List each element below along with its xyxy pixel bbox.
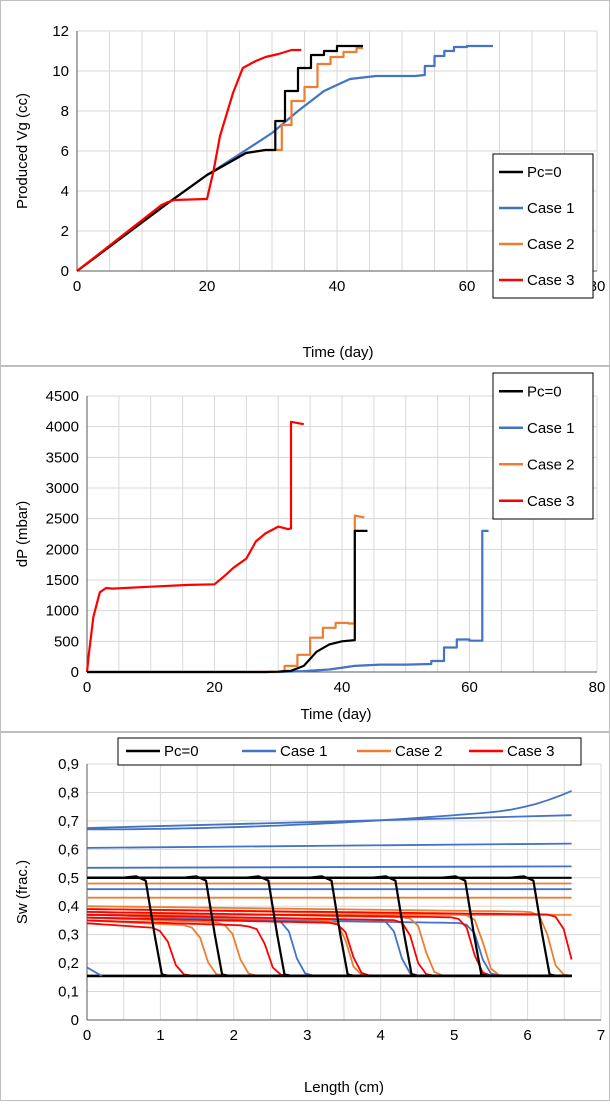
y-tick-label: 12 <box>52 23 69 40</box>
y-tick-label: 0,7 <box>58 813 79 830</box>
legend-label: Case 1 <box>527 420 575 437</box>
legend-label: Case 1 <box>280 743 328 760</box>
chart-panel-pressure-drop: 0 500 1000 1500 2000 2500 3000 3500 4000 4500 0 20 4… <box>0 366 610 732</box>
chart-panel-water-saturation: 0 0,1 0,2 0,3 0,4 0,5 0,6 0,7 0,8 0,9 0 1 2 3 4 5 6 7 Leng… <box>0 732 610 1101</box>
x-tick-label: 20 <box>206 679 223 696</box>
profile-case-2 <box>86 905 572 977</box>
series-line-case-3 <box>76 48 302 272</box>
legend-label: Case 3 <box>527 272 575 289</box>
y-tick-label: 0 <box>71 1012 79 1029</box>
y-tick-label: 0,2 <box>58 955 79 972</box>
y-tick-label: 2500 <box>46 511 79 528</box>
series-line-pc-0 <box>87 529 368 674</box>
y-tick-label: 4 <box>61 183 69 200</box>
y-tick-label: 0,3 <box>58 927 79 944</box>
y-tick-label: 0,4 <box>58 898 79 915</box>
profile-pc-0 <box>87 875 572 977</box>
x-tick-label: 80 <box>589 679 606 696</box>
x-tick-label: 2 <box>230 1027 238 1044</box>
x-tick-label: 0 <box>83 1027 91 1044</box>
profile-case-1 <box>86 966 103 977</box>
legend-label: Pc=0 <box>527 383 562 400</box>
profile-case-1 <box>86 865 572 869</box>
legend-box <box>492 372 594 520</box>
x-tick-label: 3 <box>303 1027 311 1044</box>
legend-box <box>117 737 582 766</box>
profile-case-3 <box>86 908 573 960</box>
y-tick-label: 0 <box>71 664 79 681</box>
series-line-case-1 <box>76 44 493 272</box>
legend-label: Pc=0 <box>164 743 199 760</box>
y-tick-label: 3000 <box>46 480 79 497</box>
x-tick-label: 40 <box>329 278 346 295</box>
y-axis-title: dP (mbar) <box>14 501 31 567</box>
x-tick-label: 20 <box>199 278 216 295</box>
y-tick-label: 0,6 <box>58 841 79 858</box>
x-tick-label: 4 <box>377 1027 385 1044</box>
legend-label: Case 3 <box>527 493 575 510</box>
y-tick-label: 4500 <box>46 388 79 405</box>
y-tick-label: 4000 <box>46 419 79 436</box>
y-tick-label: 8 <box>61 103 69 120</box>
x-tick-label: 5 <box>450 1027 458 1044</box>
y-tick-label: 0,1 <box>58 984 79 1001</box>
y-tick-label: 2000 <box>46 541 79 558</box>
legend-label: Pc=0 <box>527 164 562 181</box>
y-tick-label: 0,9 <box>58 756 79 773</box>
y-tick-label: 500 <box>54 633 79 650</box>
x-tick-label: 6 <box>523 1027 531 1044</box>
y-tick-label: 0,5 <box>58 870 79 887</box>
x-tick-label: 60 <box>461 679 478 696</box>
legend-label: Case 2 <box>395 743 443 760</box>
y-tick-label: 3500 <box>46 449 79 466</box>
legend-label: Case 1 <box>527 200 575 217</box>
y-tick-label: 2 <box>61 223 69 240</box>
series-line-pc-0 <box>76 44 363 272</box>
series-line-case-1 <box>87 529 489 674</box>
x-tick-label: 0 <box>73 278 81 295</box>
y-tick-label: 0,8 <box>58 784 79 801</box>
x-axis-title: Time (day) <box>302 344 373 361</box>
legend-box <box>492 153 594 299</box>
y-tick-label: 10 <box>52 63 69 80</box>
x-axis-title: Time (day) <box>300 706 371 723</box>
legend-label: Case 3 <box>507 743 555 760</box>
y-tick-label: 1500 <box>46 572 79 589</box>
profile-case-1 <box>86 842 572 849</box>
water-saturation-chart: 0 0,1 0,2 0,3 0,4 0,5 0,6 0,7 0,8 0,9 0 1 2 3 4 5 6 7 Leng… <box>14 737 605 1096</box>
profile-case-1 <box>86 814 572 829</box>
x-tick-label: 7 <box>597 1027 605 1044</box>
x-tick-label: 1 <box>156 1027 164 1044</box>
legend-label: Case 2 <box>527 456 575 473</box>
y-tick-label: 6 <box>61 143 69 160</box>
x-tick-label: 60 <box>459 278 476 295</box>
profile-case-1 <box>87 790 572 831</box>
pressure-drop-chart: 0 500 1000 1500 2000 2500 3000 3500 4000 4500 0 20 4… <box>14 372 606 723</box>
y-tick-label: 0 <box>61 263 69 280</box>
y-axis-title: Sw (frac.) <box>14 860 31 924</box>
x-tick-label: 0 <box>83 679 91 696</box>
y-axis-title: Produced Vg (cc) <box>14 93 31 209</box>
chart-panel-produced-gas: 0 2 4 6 8 10 12 0 20 40 60 80 Time (day) Produced Vg … <box>0 0 610 366</box>
y-tick-label: 1000 <box>46 603 79 620</box>
x-axis-title: Length (cm) <box>304 1079 384 1096</box>
x-tick-label: 40 <box>334 679 351 696</box>
series-line-case-3 <box>85 420 305 673</box>
legend-label: Case 2 <box>527 236 575 253</box>
